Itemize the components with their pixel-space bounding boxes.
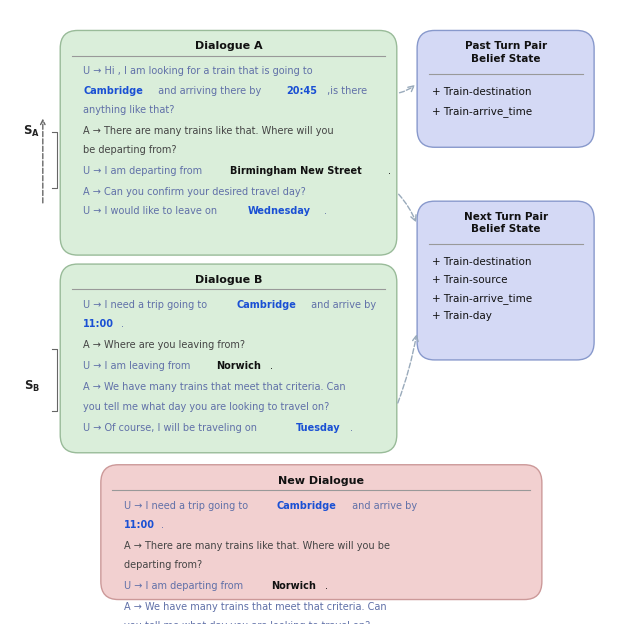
Text: Wednesday: Wednesday: [248, 207, 311, 217]
Text: Tuesday: Tuesday: [296, 422, 341, 432]
Text: 11:00: 11:00: [124, 520, 155, 530]
Text: U → I would like to leave on: U → I would like to leave on: [84, 207, 221, 217]
Text: U → Of course, I will be traveling on: U → Of course, I will be traveling on: [84, 422, 261, 432]
Text: .: .: [161, 520, 164, 530]
FancyBboxPatch shape: [60, 264, 397, 453]
FancyBboxPatch shape: [101, 465, 542, 600]
Text: U → I am departing from: U → I am departing from: [84, 166, 206, 176]
Text: A → We have many trains that meet that criteria. Can: A → We have many trains that meet that c…: [124, 602, 387, 612]
Text: and arrive by: and arrive by: [308, 300, 376, 310]
Text: + Train-destination: + Train-destination: [432, 258, 531, 268]
Text: 20:45: 20:45: [286, 85, 318, 95]
Text: + Train-source: + Train-source: [432, 275, 507, 285]
Text: A → Can you confirm your desired travel day?: A → Can you confirm your desired travel …: [84, 187, 306, 197]
Text: Dialogue B: Dialogue B: [195, 275, 262, 285]
Text: you tell me what day you are looking to travel on?: you tell me what day you are looking to …: [84, 402, 329, 412]
FancyBboxPatch shape: [417, 31, 594, 147]
Text: Next Turn Pair
Belief State: Next Turn Pair Belief State: [464, 212, 548, 235]
Text: be departing from?: be departing from?: [84, 145, 177, 155]
Text: Norwich: Norwich: [216, 361, 261, 371]
Text: Past Turn Pair
Belief State: Past Turn Pair Belief State: [464, 41, 547, 64]
Text: + Train-destination: + Train-destination: [432, 87, 531, 97]
Text: A → Where are you leaving from?: A → Where are you leaving from?: [84, 340, 245, 350]
Text: Birmingham New Street: Birmingham New Street: [230, 166, 362, 176]
Text: A → We have many trains that meet that criteria. Can: A → We have many trains that meet that c…: [84, 383, 346, 392]
Text: .: .: [324, 207, 327, 217]
Text: A → There are many trains like that. Where will you be: A → There are many trains like that. Whe…: [124, 541, 390, 551]
Text: $\mathbf{S_A}$: $\mathbf{S_A}$: [23, 124, 40, 139]
Text: .: .: [388, 166, 391, 176]
Text: + Train-day: + Train-day: [432, 311, 492, 321]
Text: Cambridge: Cambridge: [277, 500, 336, 510]
Text: .: .: [270, 361, 273, 371]
Text: you tell me what day you are looking to travel on?: you tell me what day you are looking to …: [124, 622, 370, 624]
Text: Cambridge: Cambridge: [84, 85, 144, 95]
Text: + Train-arrive_time: + Train-arrive_time: [432, 293, 532, 305]
FancyBboxPatch shape: [417, 201, 594, 360]
FancyBboxPatch shape: [60, 31, 397, 255]
Text: $\mathbf{S_B}$: $\mathbf{S_B}$: [24, 379, 40, 394]
Text: and arrive by: and arrive by: [349, 500, 417, 510]
Text: .: .: [324, 581, 328, 591]
Text: U → I am leaving from: U → I am leaving from: [84, 361, 194, 371]
Text: A → There are many trains like that. Where will you: A → There are many trains like that. Whe…: [84, 126, 334, 136]
Text: .: .: [349, 422, 353, 432]
Text: U → I am departing from: U → I am departing from: [124, 581, 246, 591]
Text: .: .: [120, 319, 124, 329]
Text: anything like that?: anything like that?: [84, 105, 175, 115]
Text: Dialogue A: Dialogue A: [195, 41, 262, 51]
Text: and arriving there by: and arriving there by: [155, 85, 265, 95]
Text: Cambridge: Cambridge: [236, 300, 296, 310]
Text: departing from?: departing from?: [124, 560, 202, 570]
Text: U → Hi , I am looking for a train that is going to: U → Hi , I am looking for a train that i…: [84, 66, 313, 76]
Text: + Train-arrive_time: + Train-arrive_time: [432, 106, 532, 117]
Text: ,is there: ,is there: [324, 85, 367, 95]
Text: New Dialogue: New Dialogue: [278, 475, 364, 485]
Text: U → I need a trip going to: U → I need a trip going to: [124, 500, 251, 510]
Text: Norwich: Norwich: [271, 581, 316, 591]
Text: 11:00: 11:00: [84, 319, 114, 329]
Text: U → I need a trip going to: U → I need a trip going to: [84, 300, 211, 310]
